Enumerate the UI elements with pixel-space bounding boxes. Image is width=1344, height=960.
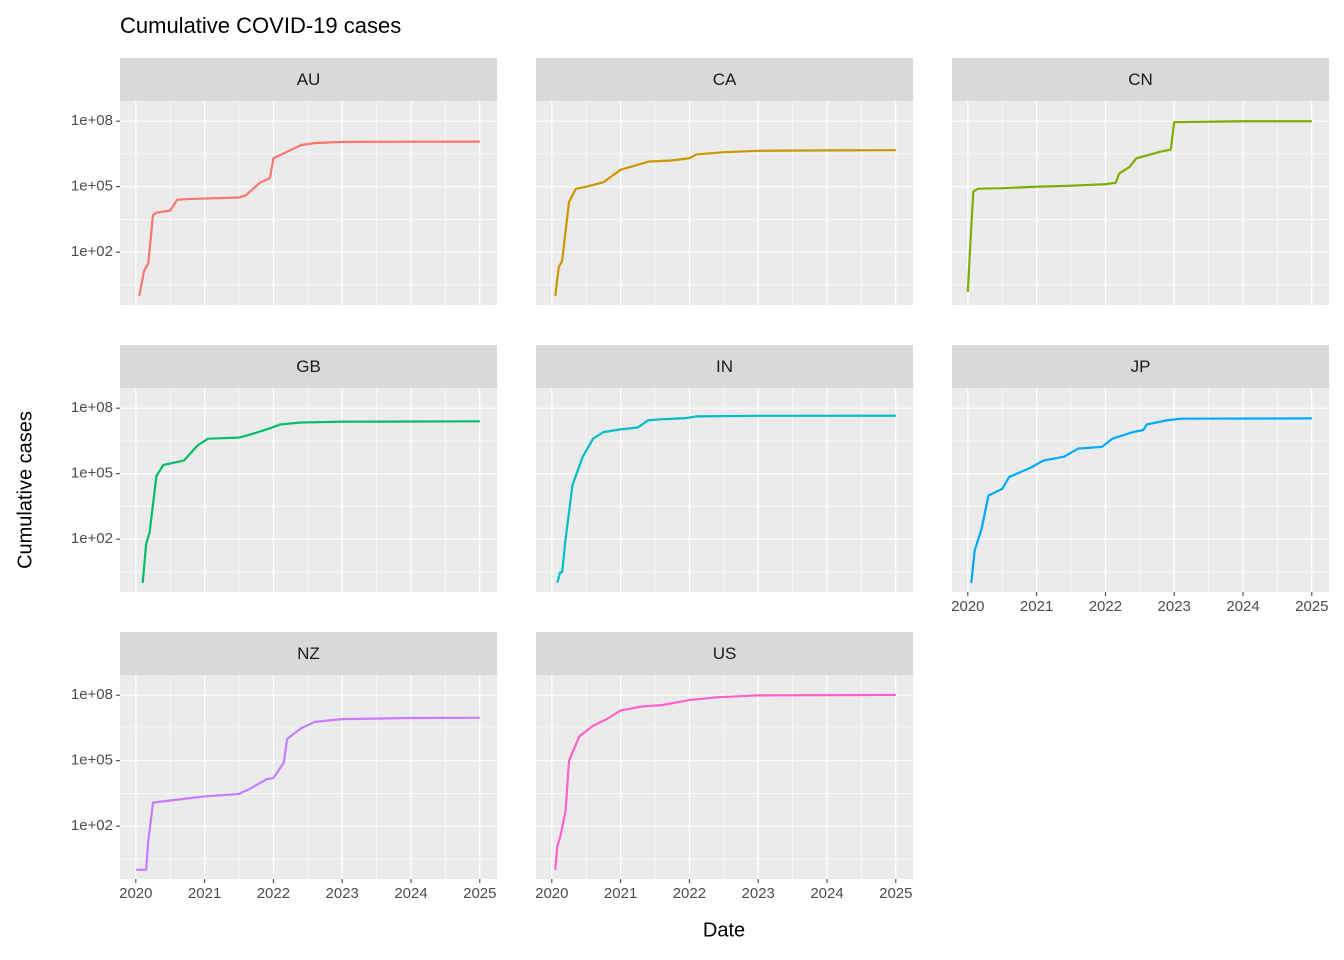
strip-label: NZ: [297, 644, 320, 663]
x-tick-label: 2021: [188, 885, 221, 902]
strip: [952, 345, 1329, 388]
panel: [120, 388, 497, 592]
panel: [120, 101, 497, 305]
strip-label: GB: [296, 357, 321, 376]
x-axis-label: Date: [703, 919, 745, 941]
panel: [952, 388, 1329, 592]
strip: [952, 58, 1329, 101]
x-tick-label: 2020: [535, 885, 568, 902]
y-tick-label: 1e+08: [71, 112, 113, 129]
series-line: [970, 417, 1312, 583]
series-line: [135, 716, 480, 871]
x-tick-label: 2024: [394, 885, 427, 902]
x-tick-label: 2020: [951, 598, 984, 615]
series-line: [554, 149, 896, 296]
strip: [120, 345, 497, 388]
y-tick-label: 1e+02: [71, 243, 113, 260]
y-tick-label: 1e+05: [71, 178, 113, 195]
panel: [536, 675, 913, 879]
x-tick-label: 2025: [1295, 598, 1328, 615]
strip: [120, 58, 497, 101]
x-tick-label: 2022: [1089, 598, 1122, 615]
x-tick-label: 2022: [257, 885, 290, 902]
y-axis-label: Cumulative cases: [14, 411, 36, 569]
strip: [120, 632, 497, 675]
y-tick-label: 1e+02: [71, 817, 113, 834]
strip: [536, 345, 913, 388]
series-line: [966, 120, 1312, 293]
y-tick-label: 1e+05: [71, 465, 113, 482]
panel: [120, 675, 497, 879]
x-tick-label: 2025: [463, 885, 496, 902]
strip-label: CN: [1128, 70, 1153, 89]
y-tick-label: 1e+08: [71, 399, 113, 416]
x-tick-label: 2021: [604, 885, 637, 902]
strip: [536, 58, 913, 101]
x-tick-label: 2025: [879, 885, 912, 902]
x-tick-label: 2020: [119, 885, 152, 902]
series-line: [554, 693, 896, 870]
strip: [536, 632, 913, 675]
x-tick-label: 2021: [1020, 598, 1053, 615]
panel: [536, 388, 913, 592]
panel: [952, 101, 1329, 305]
chart-title: Cumulative COVID-19 cases: [120, 13, 401, 38]
y-tick-label: 1e+05: [71, 752, 113, 769]
series-line: [556, 414, 896, 584]
series-line: [138, 140, 480, 297]
panel: [536, 101, 913, 305]
strip-label: IN: [716, 357, 733, 376]
y-tick-label: 1e+02: [71, 530, 113, 547]
strip-label: CA: [713, 70, 737, 89]
series-line: [141, 420, 480, 583]
x-tick-label: 2024: [1226, 598, 1259, 615]
strip-label: AU: [297, 70, 321, 89]
strip-label: JP: [1131, 357, 1151, 376]
x-tick-label: 2023: [1158, 598, 1191, 615]
y-tick-label: 1e+08: [71, 686, 113, 703]
strip-label: US: [713, 644, 737, 663]
x-tick-label: 2023: [742, 885, 775, 902]
x-tick-label: 2024: [810, 885, 843, 902]
x-tick-label: 2022: [673, 885, 706, 902]
x-tick-label: 2023: [326, 885, 359, 902]
